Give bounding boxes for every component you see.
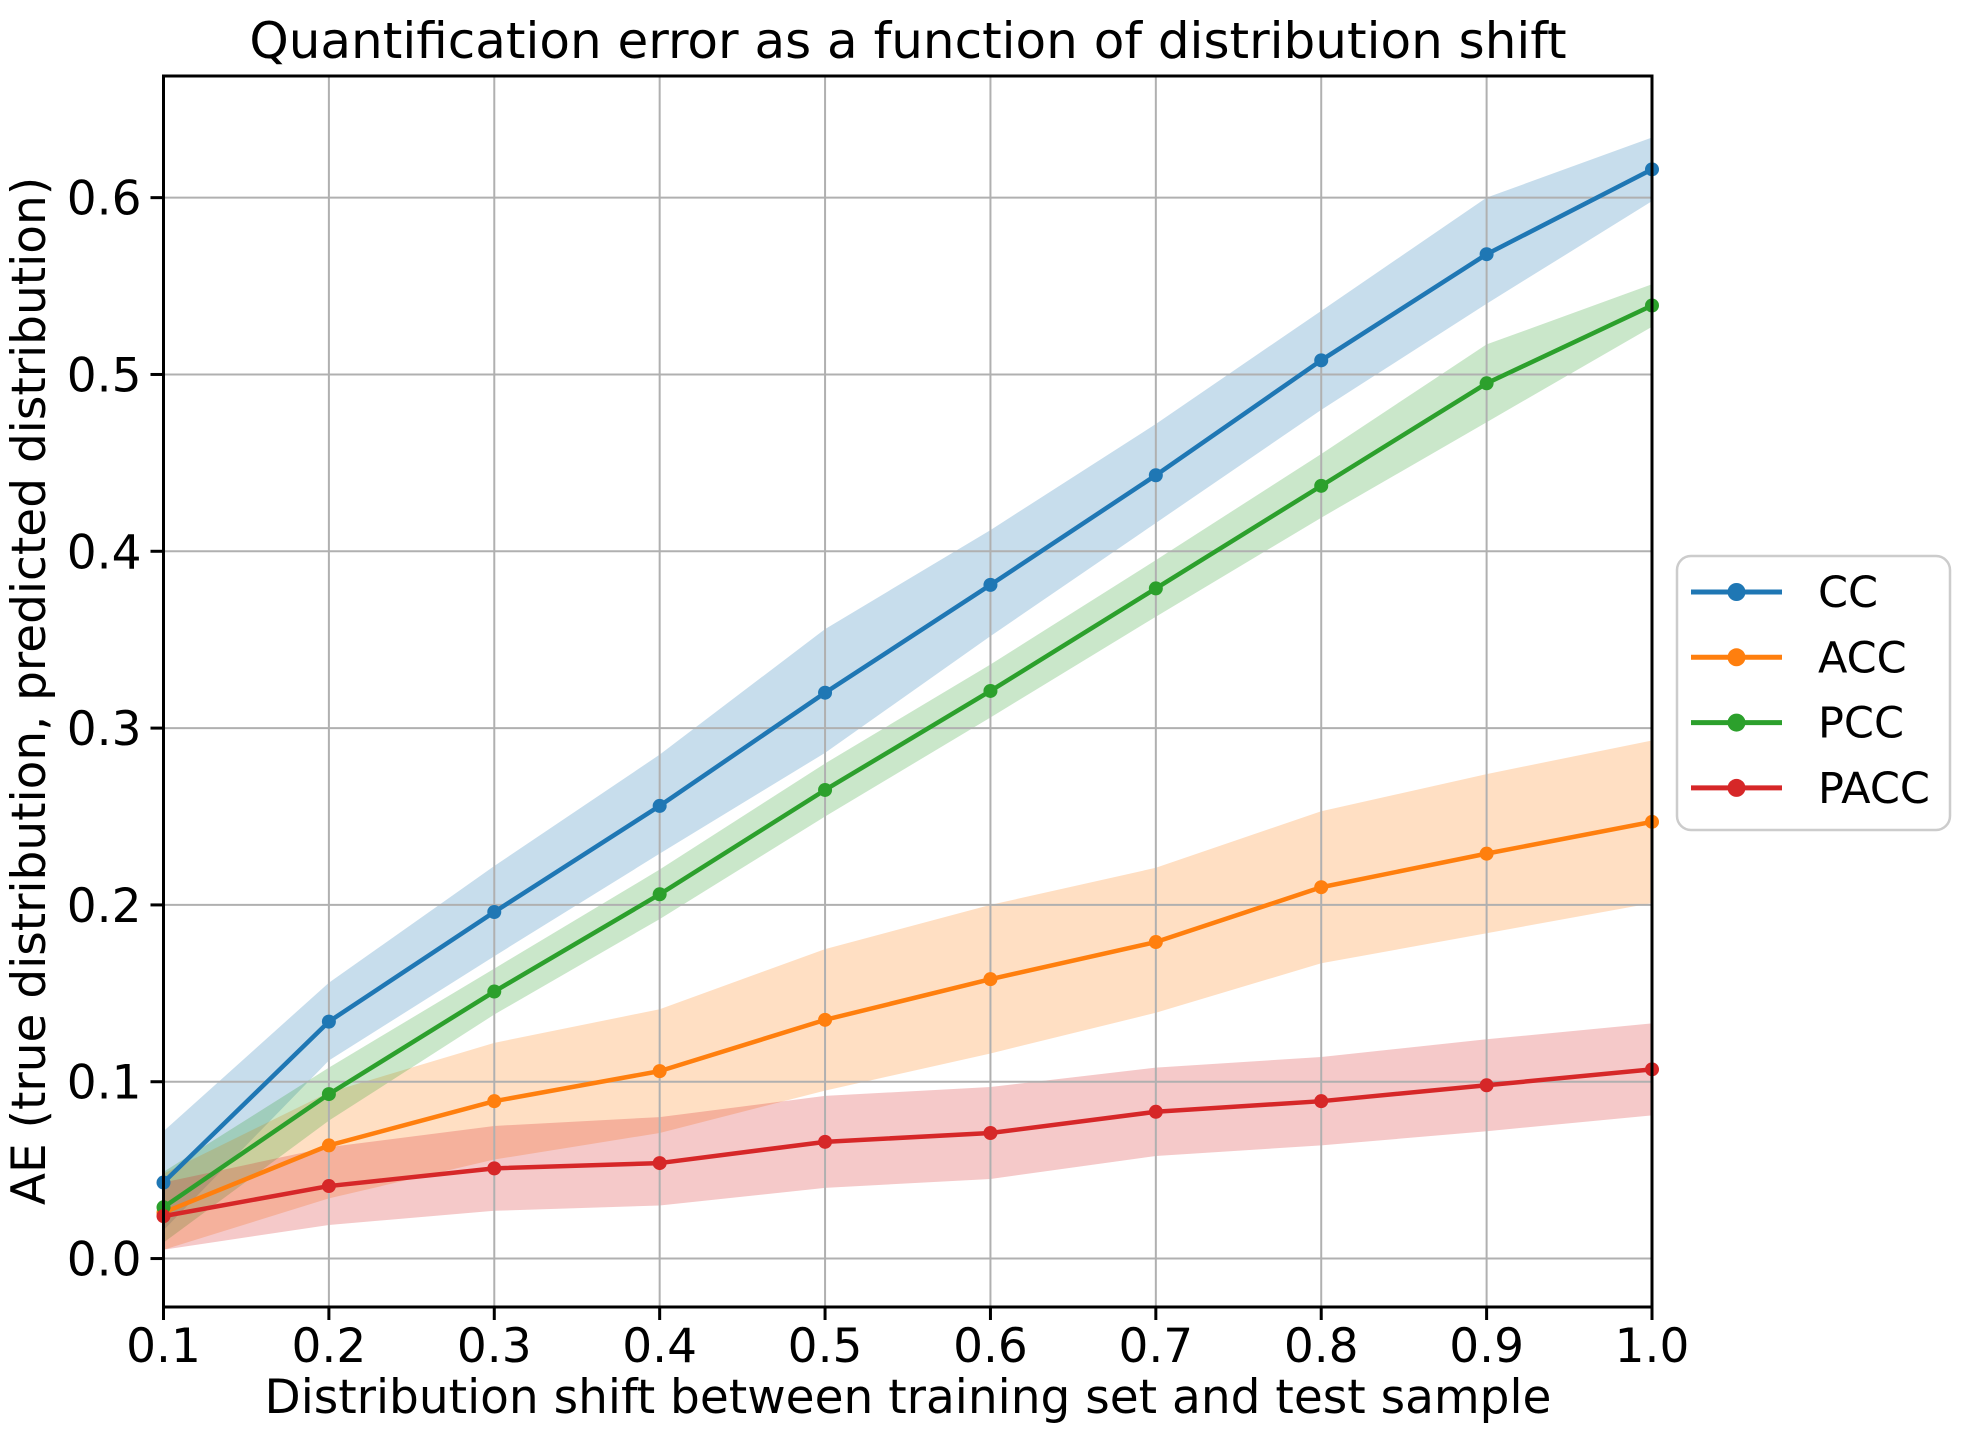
data-point-cc xyxy=(1314,353,1329,368)
legend-marker-cc xyxy=(1727,583,1746,601)
data-point-pacc xyxy=(983,1126,998,1141)
data-point-cc xyxy=(818,685,833,700)
band-cc xyxy=(163,137,1652,1231)
data-point-cc xyxy=(1148,468,1163,483)
legend-label-pcc: PCC xyxy=(1818,699,1904,749)
x-tick-label-0.5: 0.5 xyxy=(788,1319,863,1374)
x-tick-label-0.9: 0.9 xyxy=(1449,1319,1524,1374)
legend-marker-pacc xyxy=(1727,778,1746,797)
y-tick-label-0.1: 0.1 xyxy=(67,1056,142,1111)
x-tick-label-1.0: 1.0 xyxy=(1615,1319,1690,1374)
data-point-pacc xyxy=(652,1156,667,1171)
axes xyxy=(162,74,1654,1309)
data-point-acc xyxy=(321,1138,336,1153)
legend-item-cc: CC xyxy=(1691,568,1878,618)
x-tick-label-0.6: 0.6 xyxy=(953,1319,1028,1374)
confidence-bands xyxy=(163,137,1652,1250)
data-point-acc xyxy=(487,1094,502,1109)
series-line-pcc xyxy=(161,303,1655,1210)
legend-marker-pcc xyxy=(1727,713,1746,732)
band-pcc xyxy=(163,284,1652,1243)
data-point-acc xyxy=(1479,846,1494,861)
y-tick-label-0.4: 0.4 xyxy=(67,525,142,580)
data-point-cc xyxy=(652,798,667,813)
data-point-pacc xyxy=(1479,1078,1494,1093)
band-acc xyxy=(163,740,1652,1250)
data-point-pacc xyxy=(1314,1094,1329,1109)
y-tick-label-0.6: 0.6 xyxy=(67,172,142,227)
data-point-pacc xyxy=(1148,1104,1163,1119)
data-point-cc xyxy=(487,904,502,919)
legend-marker-acc xyxy=(1727,648,1746,667)
plot-border xyxy=(162,74,1654,1309)
data-point-acc xyxy=(652,1064,667,1079)
data-point-pacc xyxy=(487,1161,502,1176)
data-point-pcc xyxy=(818,782,833,797)
data-point-pcc xyxy=(983,683,998,698)
series-line-cc xyxy=(161,167,1655,1185)
data-point-cc xyxy=(983,577,998,592)
data-point-acc xyxy=(1314,880,1329,895)
data-point-acc xyxy=(1148,935,1163,950)
y-tick-label-0.5: 0.5 xyxy=(67,348,142,403)
x-tick-label-0.3: 0.3 xyxy=(457,1319,532,1374)
data-point-acc xyxy=(983,972,998,987)
x-axis-label: Distribution shift between training set … xyxy=(265,1370,1552,1425)
data-point-pcc xyxy=(652,887,667,902)
y-tick-label-0.0: 0.0 xyxy=(67,1233,142,1288)
legend-box xyxy=(1675,554,1952,832)
legend-item-pcc: PCC xyxy=(1691,699,1904,749)
data-point-cc xyxy=(1479,247,1494,262)
x-tick-label-0.1: 0.1 xyxy=(126,1319,201,1374)
legend-label-pacc: PACC xyxy=(1818,764,1930,814)
data-point-pacc xyxy=(321,1179,336,1194)
data-point-pacc xyxy=(818,1134,833,1149)
y-tick-label-0.2: 0.2 xyxy=(67,879,142,934)
legend: CC ACC PCC PACC xyxy=(1675,554,1952,832)
chart-title: Quantification error as a function of di… xyxy=(249,12,1566,70)
x-tick-label-0.8: 0.8 xyxy=(1284,1319,1359,1374)
legend-label-acc: ACC xyxy=(1818,633,1907,683)
series-line-pacc xyxy=(161,1067,1655,1219)
data-point-cc xyxy=(321,1014,336,1029)
legend-item-acc: ACC xyxy=(1691,633,1907,683)
tick-marks-and-labels: 0.1 0.2 0.3 0.4 0.5 0.6 0.7 0.8 0.9 1.0 0.0 0.1 0.2 0… xyxy=(67,172,1690,1374)
data-point-pcc xyxy=(1148,581,1163,596)
legend-label-cc: CC xyxy=(1818,568,1878,618)
y-tick-label-0.3: 0.3 xyxy=(67,702,142,757)
legend-item-pacc: PACC xyxy=(1691,764,1930,814)
series-line-acc xyxy=(161,819,1655,1215)
data-point-pcc xyxy=(487,984,502,999)
data-point-pcc xyxy=(1314,478,1329,493)
y-axis-label: AE (true distribution, predicted distrib… xyxy=(2,177,57,1205)
x-tick-label-0.4: 0.4 xyxy=(622,1319,697,1374)
x-tick-label-0.2: 0.2 xyxy=(292,1319,367,1374)
data-point-pcc xyxy=(321,1087,336,1102)
data-point-acc xyxy=(818,1012,833,1027)
data-point-pcc xyxy=(1479,376,1494,391)
x-tick-label-0.7: 0.7 xyxy=(1118,1319,1193,1374)
